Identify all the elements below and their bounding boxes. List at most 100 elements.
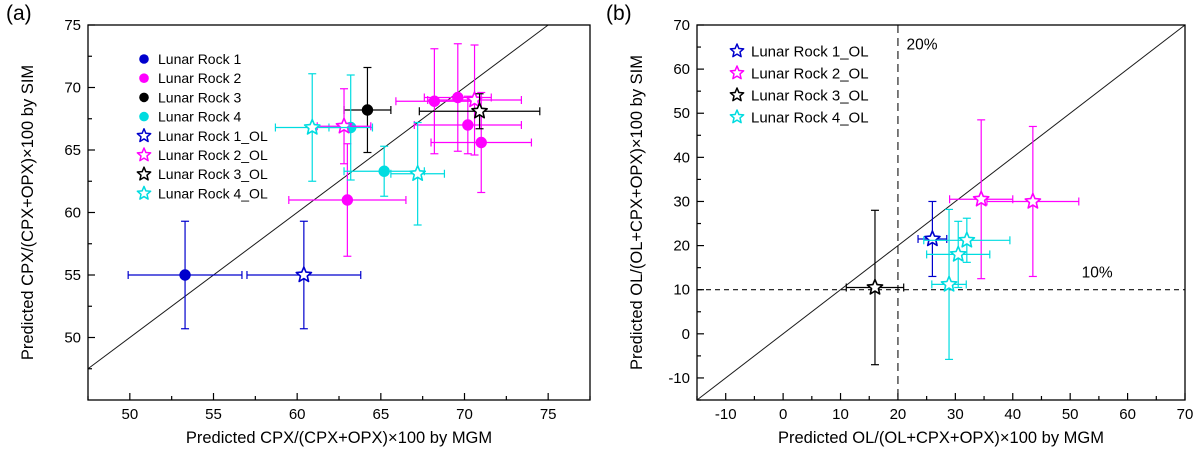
y-tick-label: 70 [673, 17, 690, 34]
panel-a-chart: 50 55 60 65 70 75 50 55 60 65 70 75 Predicted CPX/(C… [19, 17, 591, 447]
x-tick-label: 75 [540, 406, 557, 423]
legend-item-lunar-rock-1-ol: Lunar Rock 1_OL [136, 128, 268, 144]
legend-marker-star [136, 166, 152, 181]
axis-ticks: -10 0 10 20 30 40 50 60 70 -10 0 10 20 30 40 50 60 70 [668, 17, 1193, 423]
legend-label: Lunar Rock 3_OL [751, 87, 869, 104]
legend-item-lunar-rock-1: Lunar Rock 1 [139, 51, 241, 67]
legend-label: Lunar Rock 4_OL [751, 109, 869, 126]
data-point-marker [378, 165, 390, 177]
legend-item-lunar-rock-4: Lunar Rock 4 [139, 109, 241, 125]
legend-label: Lunar Rock 2_OL [158, 147, 268, 163]
data-point-marker [972, 190, 990, 207]
data-point-marker [361, 104, 374, 116]
legend-marker-star [729, 87, 745, 102]
data-point-marker [1024, 192, 1042, 209]
legend-item-lunar-rock-2-ol: Lunar Rock 2_OL [729, 65, 869, 82]
y-tick-label: 70 [64, 80, 81, 97]
data-point-marker [866, 278, 884, 295]
x-tick-label: 0 [779, 406, 787, 423]
series-lunar-rock-3-ol [845, 209, 905, 366]
x-tick-label: 10 [832, 406, 849, 423]
legend-marker-star [136, 147, 152, 162]
legend-marker-circle [139, 73, 149, 83]
x-tick-label: 20 [890, 406, 907, 423]
x-tick-label: 70 [1177, 406, 1194, 423]
legend-label: Lunar Rock 2 [158, 70, 241, 86]
series-lunar-rock-3-ol [418, 93, 541, 130]
x-axis-title: Predicted OL/(OL+CPX+OPX)×100 by MGM [778, 429, 1104, 447]
legend-item-lunar-rock-2-ol: Lunar Rock 2_OL [136, 147, 268, 163]
series-lunar-rock-1-ol [246, 220, 362, 330]
x-tick-label: 60 [1119, 406, 1136, 423]
annotation-10-: 10% [1082, 264, 1113, 281]
data-point-marker [462, 119, 474, 131]
y-tick-label: 75 [64, 17, 81, 34]
data-point-marker [428, 95, 441, 107]
panel-a: (a) 50 55 60 65 70 75 50 55 60 65 70 75 Predicted CP… [6, 2, 591, 447]
series-lunar-rock-1-ol [917, 200, 948, 278]
legend-label: Lunar Rock 1 [158, 51, 241, 67]
legend-marker-star [729, 65, 745, 80]
legend-label: Lunar Rock 1_OL [158, 128, 268, 144]
legend-label: Lunar Rock 3 [158, 89, 241, 105]
data-point-marker [958, 231, 976, 248]
x-tick-label: 60 [289, 406, 306, 423]
series-lunar-rock-2-ol [316, 44, 522, 165]
data-point-marker [409, 164, 427, 182]
axis-ticks: 50 55 60 65 70 75 50 55 60 65 70 75 [64, 17, 591, 423]
legend: Lunar Rock 1_OL Lunar Rock 2_OL Lunar Rock… [729, 43, 869, 126]
annotation-20-: 20% [907, 36, 938, 53]
series-lunar-rock-2 [288, 43, 533, 257]
legend-label: Lunar Rock 1_OL [751, 43, 869, 60]
legend-marker-star [136, 128, 152, 143]
x-tick-label: 30 [947, 406, 964, 423]
legend-item-lunar-rock-1-ol: Lunar Rock 1_OL [729, 43, 869, 60]
y-tick-label: 65 [64, 142, 81, 159]
legend-marker-star [136, 185, 152, 200]
legend-marker-circle [139, 92, 149, 103]
series-lunar-rock-3 [343, 66, 392, 154]
y-tick-label: 60 [64, 205, 81, 222]
y-tick-label: 0 [682, 326, 690, 343]
y-tick-label: 20 [673, 238, 690, 255]
y-axis-title: Predicted CPX/(CPX+OPX)×100 by SIM [19, 65, 37, 360]
x-tick-label: 50 [121, 406, 138, 423]
legend-marker-star [729, 43, 745, 58]
x-tick-label: 40 [1004, 406, 1021, 423]
legend-item-lunar-rock-4-ol: Lunar Rock 4_OL [136, 185, 268, 201]
legend-marker-circle [139, 54, 149, 64]
series-lunar-rock-2-ol [949, 119, 1080, 280]
data-point-marker [466, 91, 483, 108]
series-lunar-rock-1 [127, 220, 243, 330]
data-point-marker [295, 266, 313, 283]
legend-marker-star [729, 109, 745, 124]
x-tick-label: 55 [205, 406, 222, 423]
identity-line [696, 24, 1186, 401]
data-point-marker [179, 269, 191, 281]
data-point-marker [923, 230, 941, 247]
panel-b-chart: -10 0 10 20 30 40 50 60 70 -10 0 10 20 30 40 50 60 70 Pred… [628, 17, 1193, 447]
legend-item-lunar-rock-4-ol: Lunar Rock 4_OL [729, 109, 869, 126]
legend-label: Lunar Rock 2_OL [751, 65, 869, 82]
legend-label: Lunar Rock 4_OL [158, 185, 268, 201]
y-tick-label: 30 [673, 193, 690, 210]
legend-marker-circle [139, 111, 149, 122]
x-axis-title: Predicted CPX/(CPX+OPX)×100 by MGM [186, 429, 492, 447]
y-axis-title: Predicted OL/(OL+CPX+OPX)×100 by SIM [628, 55, 646, 370]
legend-item-lunar-rock-3-ol: Lunar Rock 3_OL [729, 87, 869, 104]
y-tick-label: 50 [64, 330, 81, 347]
panel-b-label: (b) [606, 2, 632, 25]
y-tick-label: 50 [673, 105, 690, 122]
data-point-marker [940, 275, 958, 292]
plot-border [696, 24, 1186, 401]
panel-a-label: (a) [6, 2, 32, 25]
data-point-marker [452, 91, 464, 104]
x-tick-label: 65 [372, 406, 389, 423]
data-point-marker [303, 118, 321, 135]
identity-line [87, 24, 549, 370]
y-tick-label: 10 [673, 282, 690, 299]
y-tick-label: 40 [673, 149, 690, 166]
series-lunar-rock-4-ol [274, 73, 446, 226]
series-lunar-rock-4-ol [923, 208, 1011, 361]
